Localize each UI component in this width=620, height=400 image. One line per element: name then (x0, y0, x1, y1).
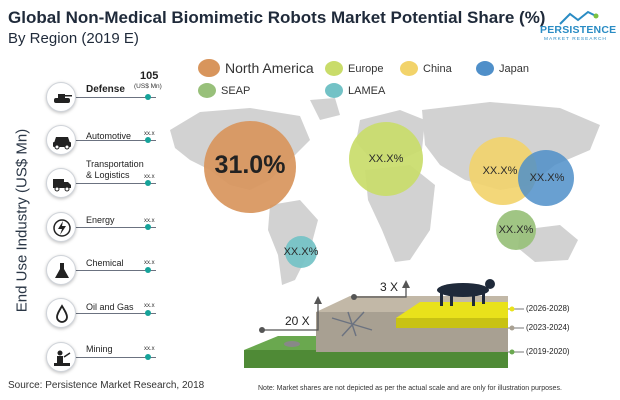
legend-item: SEAP (198, 83, 250, 98)
stair-top-front (396, 318, 508, 328)
arrow-3x-dot (351, 294, 357, 300)
bubble-label-japan: XX.X% (529, 172, 565, 184)
chart-subtitle: By Region (2019 E) (8, 30, 139, 47)
robot-panther-icon (437, 279, 495, 306)
legend-swatch (198, 59, 220, 77)
industry-connector (66, 227, 156, 228)
industry-label-energy: Energy (86, 215, 115, 225)
industry-label-mining: Mining (86, 344, 113, 354)
source-note: Source: Persistence Market Research, 201… (8, 380, 205, 391)
disclaimer-note: Note: Market shares are not depicted as … (258, 385, 562, 392)
legend-label: Europe (348, 62, 384, 75)
flask-icon (46, 255, 76, 285)
defense-unit: (US$ Mn) (134, 83, 162, 90)
industry-dot (145, 180, 151, 186)
miner-icon (46, 342, 76, 372)
industry-value: xx.x (144, 260, 155, 266)
lightning-icon (46, 212, 76, 242)
industry-value: xx.x (144, 346, 155, 352)
phase-label: (2026-2028) (526, 304, 570, 313)
industry-label-automotive: Automotive (86, 131, 132, 141)
industry-value: xx.x (144, 303, 155, 309)
industry-dot (145, 137, 151, 143)
phase-dot-top (509, 306, 515, 312)
oil-drop-icon (46, 298, 76, 328)
logo-subtext: MARKET RESEARCH (544, 37, 607, 42)
arrow-3x (354, 286, 407, 298)
arrow-20x-dot (259, 327, 265, 333)
legend-label: North America (225, 60, 314, 76)
legend-label: Japan (499, 62, 529, 75)
legend-swatch (198, 83, 216, 98)
arrow-3x-head (402, 280, 410, 288)
industry-dot (145, 94, 151, 100)
legend-label: SEAP (221, 84, 251, 97)
legend-swatch (400, 61, 418, 76)
bubble-label-seap: XX.X% (498, 224, 534, 236)
industry-label-transportation: Transportation & Logistics (86, 159, 144, 180)
industry-dot (145, 224, 151, 230)
industry-value: xx.x (144, 174, 155, 180)
truck-icon (46, 168, 76, 198)
industry-connector (66, 97, 156, 98)
car-icon (46, 125, 76, 155)
bubble-label-china: XX.X% (482, 165, 518, 177)
industry-dot (145, 267, 151, 273)
industry-connector (66, 270, 156, 271)
chart-title: Global Non-Medical Biomimetic Robots Mar… (8, 8, 546, 27)
industry-label-chemical: Chemical (86, 258, 124, 268)
phase-label: (2019-2020) (526, 347, 570, 356)
greenland-shape (310, 98, 340, 120)
legend-label: LAMEA (348, 84, 386, 97)
bubble-label-lamea: XX.X% (283, 246, 319, 258)
logo-mark-icon (559, 10, 599, 25)
robot-spider-icon (284, 341, 300, 347)
arrow-20x-head (314, 296, 322, 304)
industry-connector (66, 140, 156, 141)
phase-dot-mid (509, 325, 515, 331)
industry-value: xx.x (144, 218, 155, 224)
legend-item: Japan (476, 61, 529, 76)
legend-swatch (476, 61, 494, 76)
legend-swatch (325, 83, 343, 98)
robot-insect-icon (331, 311, 373, 337)
brand-logo: PERSISTENCE MARKET RESEARCH (540, 10, 616, 50)
tank-icon (46, 82, 76, 112)
stair-top-top (396, 302, 508, 318)
legend-item: Europe (325, 61, 383, 76)
industry-value: xx.x (144, 131, 155, 137)
stair-base-front (244, 350, 508, 368)
industry-connector (66, 313, 156, 314)
arrow-20x (262, 302, 319, 331)
phase-dot-base (509, 349, 515, 355)
phase-label: (2023-2024) (526, 323, 570, 332)
multiplier-3x: 3 X (380, 280, 399, 294)
industry-connector (66, 183, 156, 184)
legend-item: China (400, 61, 452, 76)
bubble-label-europe: XX.X% (368, 153, 404, 165)
legend-label: China (423, 62, 452, 75)
industry-dot (145, 310, 151, 316)
industry-label-oil-gas: Oil and Gas (86, 302, 134, 312)
multiplier-20x: 20 X (285, 314, 310, 328)
legend-swatch (325, 61, 343, 76)
logo-text: PERSISTENCE (540, 24, 617, 36)
bubble-label-north-america: 31.0% (214, 151, 286, 179)
legend-item: LAMEA (325, 83, 385, 98)
legend-item: North America (198, 59, 314, 77)
industry-dot (145, 354, 151, 360)
defense-value: 105 (140, 70, 159, 82)
industry-connector (66, 357, 156, 358)
industry-label-defense: Defense (86, 84, 125, 95)
